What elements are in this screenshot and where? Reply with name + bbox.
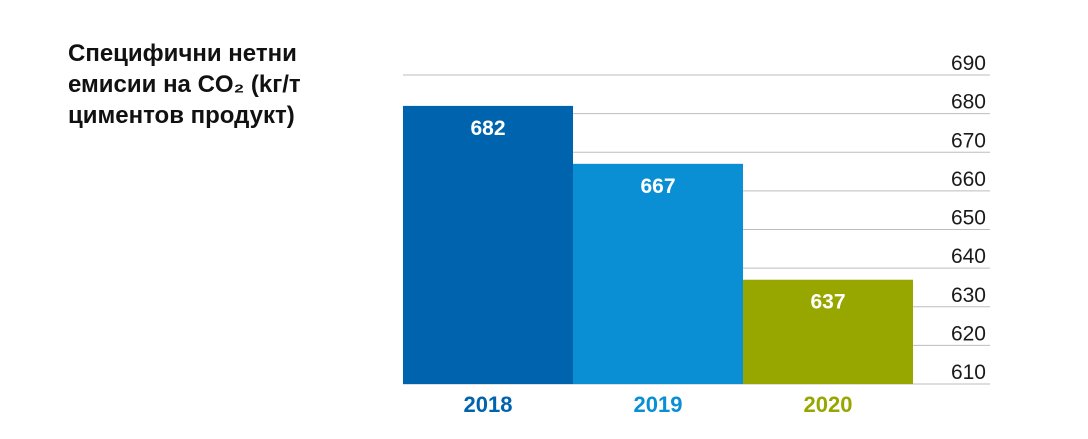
bar-2020 (743, 279, 913, 384)
data-label: 637 (810, 291, 845, 314)
y-tick-label: 660 (951, 168, 986, 191)
chart-title-line-3: циментов продукт) (68, 102, 295, 129)
y-tick-label: 650 (951, 207, 986, 230)
x-tick-label: 2019 (634, 392, 683, 417)
chart-title-line-1: Специфични нетни (68, 40, 297, 67)
x-tick-label: 2018 (464, 392, 513, 417)
y-tick-label: 690 (951, 52, 986, 75)
y-tick-label: 610 (951, 361, 986, 384)
y-tick-label: 640 (951, 245, 986, 268)
data-label: 667 (640, 175, 675, 198)
bar-2018 (403, 105, 573, 385)
chart-title: Специфични нетни емисии на CO₂ (kг/т цим… (68, 38, 368, 131)
y-tick-label: 630 (951, 284, 986, 307)
bars (403, 105, 913, 385)
y-tick-label: 620 (951, 322, 986, 345)
y-tick-label: 670 (951, 129, 986, 152)
chart-title-line-2: емисии на CO₂ (kг/т (68, 71, 301, 98)
data-label: 682 (470, 117, 505, 140)
labels: 690 680 670 660 650 640 630 620 610 682 2018 667 201… (464, 52, 986, 417)
x-tick-label: 2020 (804, 392, 853, 417)
y-tick-label: 680 (951, 91, 986, 114)
bar-2019 (573, 163, 743, 384)
